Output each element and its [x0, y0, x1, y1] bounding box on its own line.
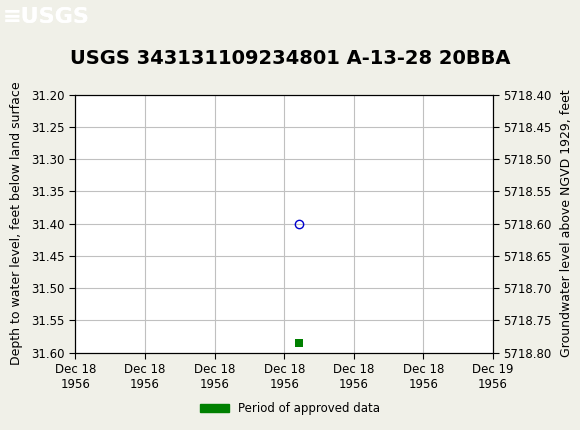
Text: ≡USGS: ≡USGS [3, 7, 90, 27]
Text: ≡USGS: ≡USGS [3, 7, 90, 27]
Bar [295, 339, 303, 347]
Y-axis label: Depth to water level, feet below land surface: Depth to water level, feet below land su… [10, 82, 23, 365]
Y-axis label: Groundwater level above NGVD 1929, feet: Groundwater level above NGVD 1929, feet [560, 90, 573, 357]
Text: USGS 343131109234801 A-13-28 20BBA: USGS 343131109234801 A-13-28 20BBA [70, 49, 510, 68]
Legend: Period of approved data: Period of approved data [195, 397, 385, 420]
